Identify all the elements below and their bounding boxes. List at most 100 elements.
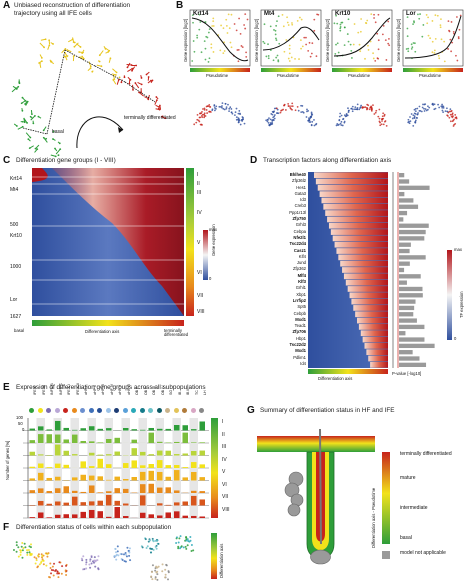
- panel-e-column-shade: [70, 455, 79, 468]
- tf-name: Hes1: [296, 184, 306, 190]
- gene-plot-cell: [381, 33, 384, 36]
- tf-row: [360, 330, 388, 337]
- embedding-cell: [338, 115, 341, 118]
- panel-f-cell: [56, 572, 59, 575]
- heatmap-x-left: basal: [14, 328, 25, 333]
- tf-heatmap: [308, 172, 388, 368]
- gene-plot-cell: [288, 44, 291, 47]
- embedding-cell: [235, 116, 238, 119]
- gene-plot-pseudotime-bar: [332, 68, 392, 72]
- embedding-cell: [233, 114, 236, 117]
- tf-pvalue-bar: [399, 261, 410, 266]
- trajectory-cell: [40, 57, 43, 59]
- tf-heatmap-rows: [314, 172, 388, 368]
- panel-e-bar: [29, 428, 35, 431]
- embedding-cell: [448, 116, 451, 119]
- panel-e-bar: [97, 511, 103, 518]
- embedding-cell: [196, 114, 199, 116]
- trajectory-cell: [91, 70, 94, 73]
- panel-e-bar: [72, 514, 78, 518]
- embedding-cell: [214, 109, 216, 112]
- gene-plot-cell: [245, 55, 248, 58]
- gene-plot-cell: [313, 18, 316, 21]
- panel-e-bar: [199, 450, 205, 456]
- embedding-cell: [413, 112, 416, 115]
- embedding-cell: [269, 122, 272, 124]
- tf-row: [347, 286, 388, 292]
- panel-e-column-shade: [189, 418, 198, 431]
- panel-f-cell: [185, 536, 188, 539]
- trajectory-cell: [29, 136, 32, 139]
- panel-e-bar: [123, 479, 129, 481]
- embedding-cell: [383, 120, 386, 123]
- embedding-cell: [379, 121, 381, 124]
- panel-e-bar: [131, 439, 137, 443]
- panel-e-bar: [80, 511, 86, 518]
- trajectory-plot: [11, 37, 167, 158]
- panel-e-bar: [165, 504, 171, 506]
- tf-pvalue-bar: [399, 248, 410, 254]
- trajectory-cell: [54, 155, 57, 158]
- gene-plot-cell: [277, 60, 280, 63]
- embedding-cell: [199, 116, 202, 119]
- tf-row: [315, 178, 388, 185]
- panel-f-cell: [182, 546, 185, 549]
- embedding-cell: [356, 103, 359, 106]
- embedding-cell: [203, 112, 206, 115]
- panel-d-title: Transcription factors along differentiat…: [263, 157, 392, 164]
- panel-e-bar: [123, 503, 129, 506]
- gene-plot-cell: [267, 57, 270, 60]
- subpopulation-header: uHF VI: [126, 383, 131, 395]
- panel-f-cell: [154, 569, 157, 572]
- panel-f-cell: [129, 559, 132, 562]
- tf-name: Spt5: [297, 304, 306, 310]
- panel-f-cell: [178, 537, 181, 540]
- embedding-cell: [272, 118, 275, 121]
- trajectory-cell: [26, 100, 29, 103]
- embedding-cell: [301, 105, 304, 107]
- panel-e-column-shade: [36, 480, 45, 493]
- trajectory-cell: [155, 96, 158, 98]
- gene-plot-cell: [290, 56, 293, 59]
- embedding-cell: [288, 105, 290, 108]
- heatmap-differentiation-axis: [32, 320, 184, 326]
- trajectory-cell: [21, 109, 24, 112]
- gene-plot-cell: [351, 57, 353, 59]
- embedding-cell: [380, 123, 383, 126]
- panel-e-bar: [106, 454, 112, 456]
- gene-plot-cell: [438, 57, 441, 60]
- gene-plot-cell: [298, 58, 300, 60]
- panel-f-cell: [155, 547, 158, 550]
- embedding-cell: [370, 109, 373, 112]
- gene-plot-cell: [305, 36, 307, 39]
- gene-plot-cell: [360, 18, 363, 20]
- panel-f-cell: [85, 558, 88, 561]
- panel-f-cell: [124, 551, 127, 554]
- gene-plot-cell: [275, 56, 278, 59]
- trajectory-cell: [17, 85, 20, 88]
- panel-e-bar: [140, 451, 146, 456]
- gene-plot-cell: [192, 40, 195, 42]
- embedding-cell: [239, 113, 242, 116]
- panel-f-cell: [122, 553, 125, 556]
- panel-f-cell: [58, 561, 61, 564]
- embedding-cell: [200, 112, 203, 115]
- panel-f-cell: [89, 558, 92, 561]
- trajectory-cell: [98, 54, 101, 57]
- panel-f-colorbar: [211, 533, 217, 579]
- gene-plot-cell: [285, 39, 288, 41]
- tf-name: Jund: [296, 260, 306, 266]
- gene-plot-trend: [333, 17, 391, 57]
- subpopulation-marker: [71, 408, 77, 413]
- gene-plot-cell: [210, 43, 213, 46]
- tf-pvalue-bar: [399, 286, 423, 292]
- panel-e-bar: [80, 474, 86, 481]
- tf-pvalue-bar: [399, 229, 426, 235]
- panel-e-column-shade: [104, 480, 113, 493]
- heatmap-gene-mark: Lor: [10, 297, 18, 303]
- embedding-cell: [413, 116, 416, 119]
- gene-plot-cell: [334, 52, 337, 55]
- gene-plot-cell: [451, 41, 454, 44]
- panel-f-title: Differentiation status of cells within e…: [16, 524, 172, 531]
- gene-plot-cell: [315, 55, 318, 58]
